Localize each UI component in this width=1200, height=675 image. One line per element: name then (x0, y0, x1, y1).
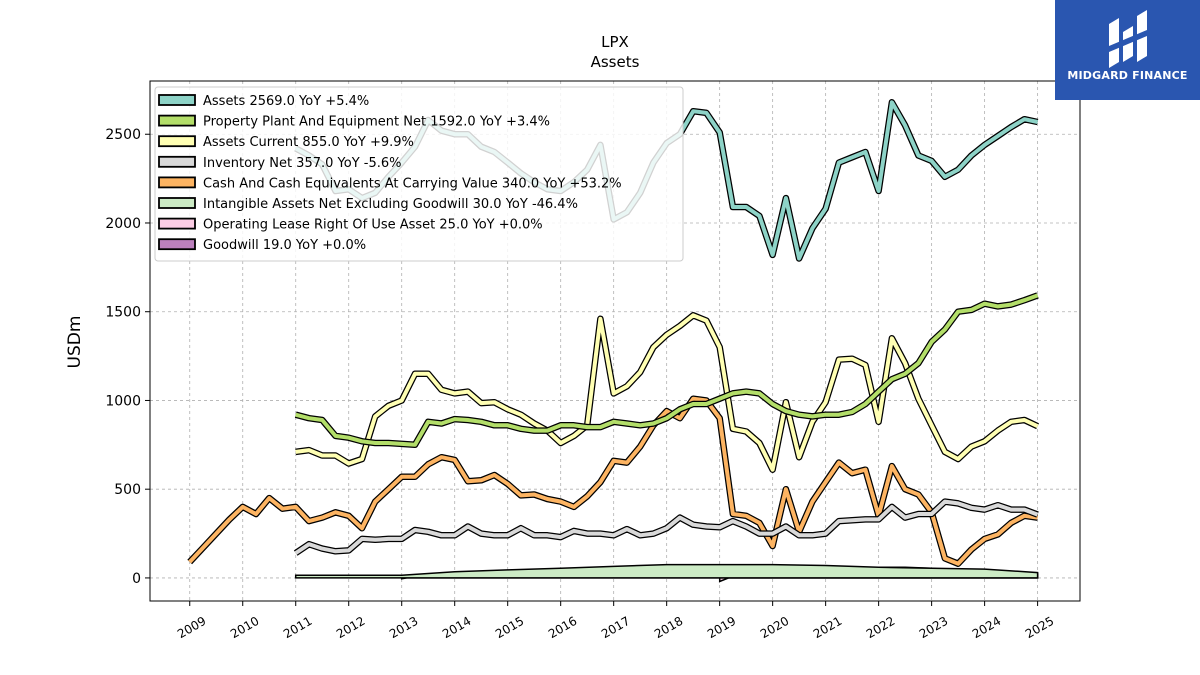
x-tick-label: 2025 (1023, 614, 1056, 641)
chart-subtitle: Assets (591, 53, 640, 71)
legend-label: Cash And Cash Equivalents At Carrying Va… (203, 176, 622, 191)
chart-title: LPX (601, 33, 629, 51)
x-tick-label: 2014 (440, 614, 473, 641)
y-tick-label: 0 (132, 571, 141, 587)
x-tick-label: 2015 (493, 614, 526, 641)
x-tick-label: 2016 (546, 614, 579, 641)
x-tick-label: 2013 (387, 614, 420, 641)
midgard-logo-icon (1109, 10, 1147, 68)
legend-label: Intangible Assets Net Excluding Goodwill… (203, 197, 578, 212)
x-tick-label: 2009 (175, 614, 208, 641)
x-tick-label: 2021 (811, 614, 844, 641)
series-area (294, 563, 1039, 579)
series-line (295, 293, 1039, 447)
x-tick-label: 2019 (705, 614, 738, 641)
y-axis-label: USDm (65, 316, 85, 369)
legend-swatch (158, 94, 196, 106)
y-tick-label: 1000 (105, 393, 141, 409)
x-tick-label: 2010 (228, 614, 261, 641)
x-tick-label: 2022 (864, 614, 897, 641)
series-line (188, 396, 1038, 566)
x-tick-label: 2023 (917, 614, 950, 641)
legend-box (154, 86, 684, 262)
series-line (295, 313, 1039, 472)
x-tick-label: 2024 (970, 614, 1003, 641)
series-line (294, 499, 1039, 555)
y-tick-label: 2000 (105, 216, 141, 232)
plot-frame (149, 80, 1081, 602)
x-tick-label: 2017 (599, 614, 632, 641)
legend-swatch (158, 135, 196, 148)
x-tick-label: 2011 (281, 614, 314, 641)
y-tick-label: 1500 (105, 305, 141, 321)
brand-logo: MIDGARD FINANCE (1055, 0, 1200, 100)
legend-swatch (158, 217, 196, 230)
legend-swatch (158, 155, 196, 168)
x-tick-label: 2012 (334, 614, 367, 641)
legend-label: Operating Lease Right Of Use Asset 25.0 … (203, 218, 543, 233)
legend-label: Assets 2569.0 YoY +5.4% (203, 94, 369, 109)
x-tick-label: 2018 (652, 614, 685, 641)
legend-label: Goodwill 19.0 YoY +0.0% (203, 238, 366, 253)
x-tick-label: 2020 (758, 614, 791, 641)
legend-swatch (158, 197, 196, 209)
y-tick-label: 500 (114, 482, 141, 498)
legend-swatch (158, 114, 196, 127)
legend-label: Assets Current 855.0 YoY +9.9% (203, 135, 414, 150)
legend-swatch (158, 176, 196, 189)
legend-label: Inventory Net 357.0 YoY -5.6% (203, 156, 402, 171)
y-tick-label: 2500 (105, 127, 141, 143)
brand-name: MIDGARD FINANCE (1067, 69, 1188, 82)
legend-label: Property Plant And Equipment Net 1592.0 … (203, 115, 550, 130)
legend-swatch (158, 238, 196, 251)
